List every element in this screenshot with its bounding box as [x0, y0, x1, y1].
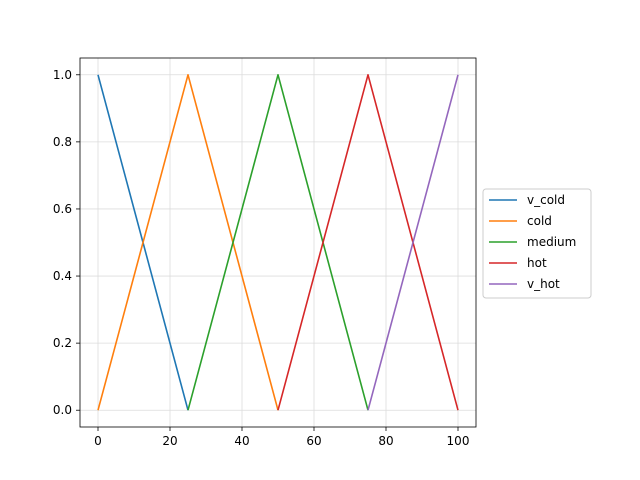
series-line-v-hot — [367, 74, 459, 411]
y-tick-label: 0.2 — [53, 336, 72, 350]
y-tick-label: 0.6 — [53, 202, 72, 216]
series-line-cold — [97, 73, 279, 411]
y-tick-label: 0.4 — [53, 269, 72, 283]
x-tick-label: 100 — [447, 434, 470, 448]
x-axis-ticks: 0 20 40 60 80 100 — [94, 427, 469, 448]
legend-box — [482, 188, 592, 299]
x-tick-label: 40 — [234, 434, 249, 448]
y-axis-ticks: 0.0 0.2 0.4 0.6 0.8 1.0 — [53, 68, 80, 417]
legend-label-medium: medium — [527, 235, 576, 249]
y-tick-label: 0.0 — [53, 403, 72, 417]
x-tick-label: 80 — [378, 434, 393, 448]
legend-label-v-cold: v_cold — [527, 193, 565, 207]
legend-label-v-hot: v_hot — [527, 277, 560, 291]
series-line-medium — [187, 73, 369, 411]
x-tick-label: 60 — [306, 434, 321, 448]
x-tick-label: 20 — [162, 434, 177, 448]
legend-label-cold: cold — [527, 214, 552, 228]
plot-series — [97, 73, 459, 411]
y-tick-label: 0.8 — [53, 135, 72, 149]
legend-label-hot: hot — [527, 256, 547, 270]
grid — [80, 58, 476, 427]
series-line-hot — [277, 73, 459, 411]
x-tick-label: 0 — [94, 434, 102, 448]
y-tick-label: 1.0 — [53, 68, 72, 82]
axes-frame — [79, 57, 477, 428]
